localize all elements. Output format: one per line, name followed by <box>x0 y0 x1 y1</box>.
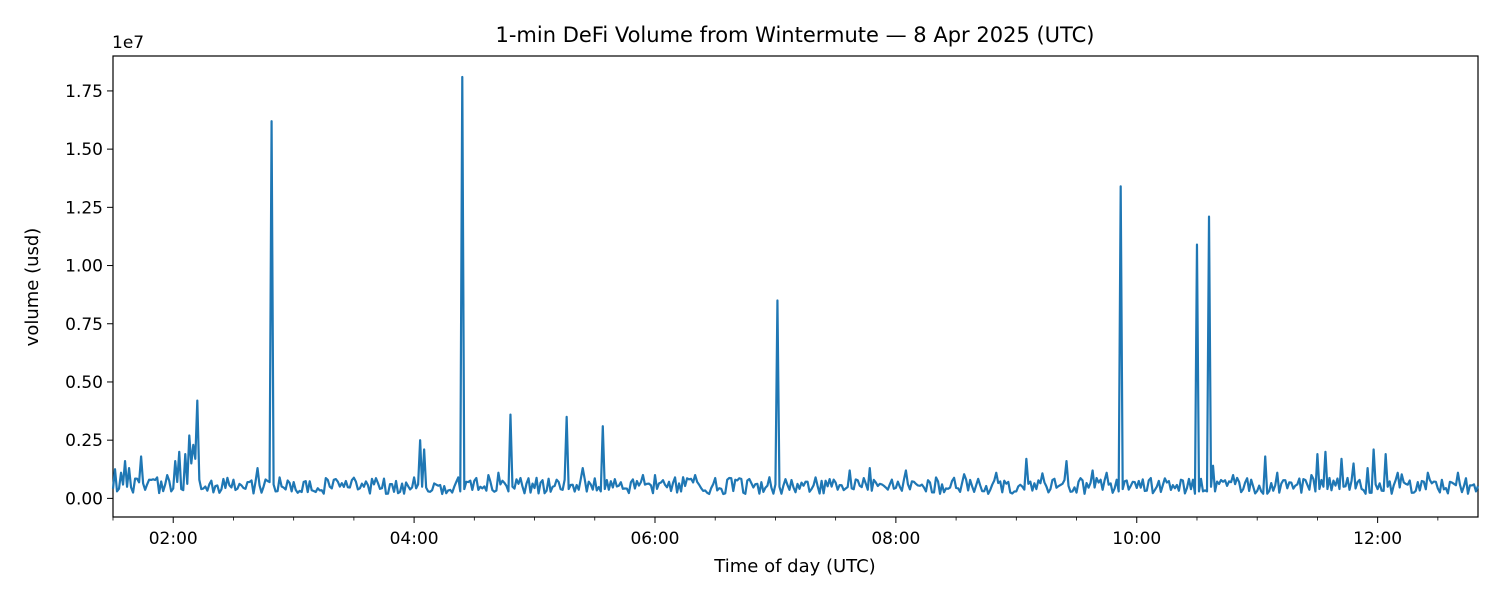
y-axis-label: volume (usd) <box>22 228 43 347</box>
volume-series-line <box>111 75 1480 496</box>
plot-area <box>112 55 1479 518</box>
y-tick-label: 0.00 <box>65 489 103 509</box>
y-tick-label: 1.25 <box>65 198 103 218</box>
x-tick-label: 06:00 <box>630 529 679 549</box>
x-axis-minor-ticks <box>112 517 1439 521</box>
chart-title: 1-min DeFi Volume from Wintermute — 8 Ap… <box>495 23 1094 47</box>
x-axis-label: Time of day (UTC) <box>713 556 875 577</box>
x-tick-label: 12:00 <box>1353 529 1402 549</box>
y-axis-offset-label: 1e7 <box>112 33 144 53</box>
x-tick-label: 10:00 <box>1112 529 1161 549</box>
x-tick-label: 02:00 <box>149 529 198 549</box>
y-tick-label: 1.50 <box>65 140 103 160</box>
y-axis: 0.00 0.25 0.50 0.75 1.00 1.25 1.50 1.75 <box>65 82 113 509</box>
y-tick-label: 0.50 <box>65 373 103 393</box>
x-axis: 02:00 04:00 06:00 08:00 10:00 12:00 <box>149 517 1402 549</box>
y-tick-label: 1.75 <box>65 82 103 102</box>
x-tick-label: 04:00 <box>390 529 439 549</box>
y-tick-label: 0.75 <box>65 315 103 335</box>
x-tick-label: 08:00 <box>871 529 920 549</box>
y-tick-label: 0.25 <box>65 431 103 451</box>
y-tick-label: 1.00 <box>65 257 103 277</box>
